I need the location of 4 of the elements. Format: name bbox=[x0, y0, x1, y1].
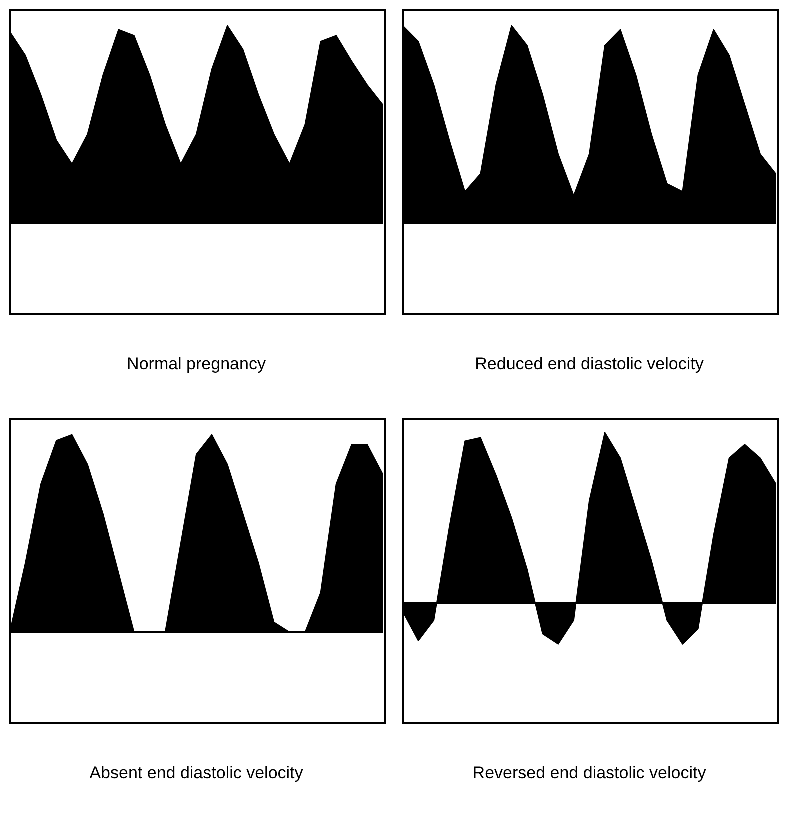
text: Absent end diastolic velocity bbox=[90, 763, 304, 782]
text: Reduced end diastolic velocity bbox=[475, 354, 704, 374]
text: Normal pregnancy bbox=[127, 354, 266, 374]
text: Reversed end diastolic velocity bbox=[472, 763, 707, 782]
